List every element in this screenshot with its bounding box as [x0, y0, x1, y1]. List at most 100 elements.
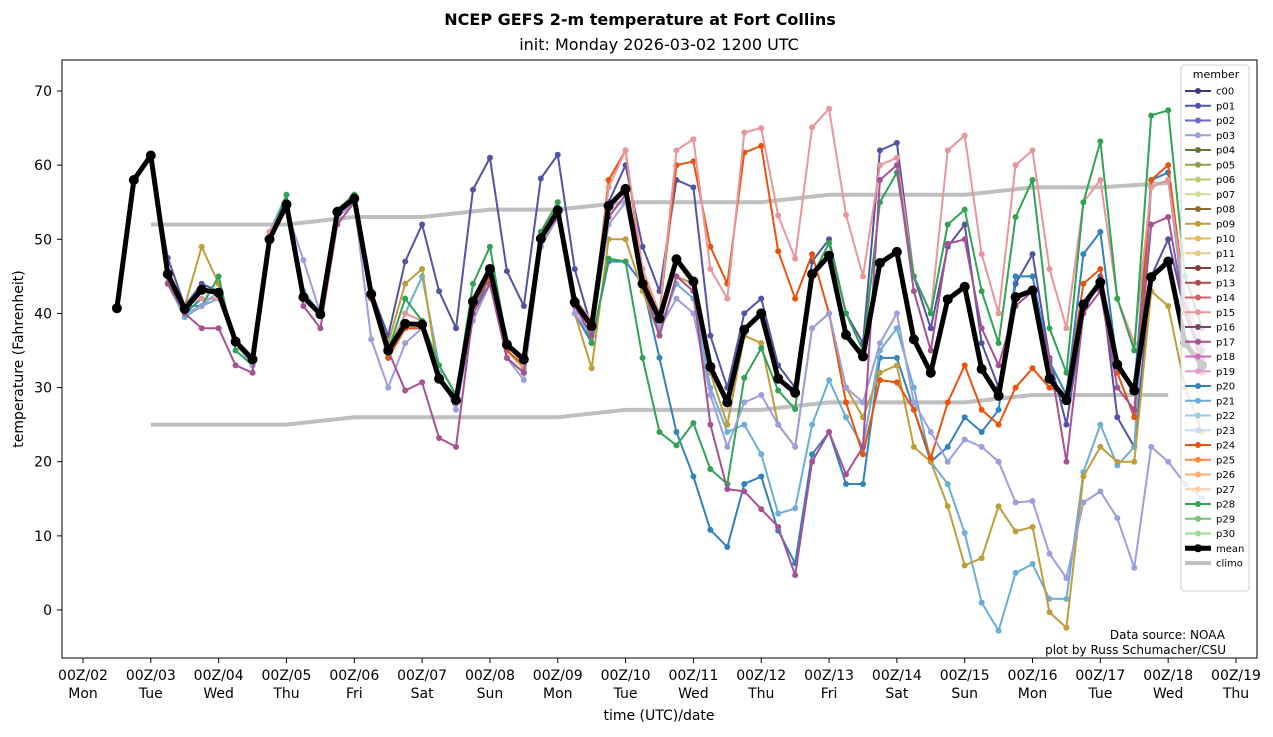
data-point-p01 — [927, 325, 934, 332]
data-point-mean — [925, 367, 936, 378]
data-point-p21 — [995, 627, 1002, 634]
data-point-mean — [128, 174, 139, 185]
legend-swatch-marker — [1195, 515, 1201, 522]
data-point-p21 — [1012, 569, 1019, 576]
data-point-p17 — [741, 488, 748, 495]
data-point-p17 — [453, 443, 460, 450]
series-layer — [111, 105, 1208, 634]
data-point-mean — [688, 276, 699, 287]
data-point-p17 — [300, 303, 307, 310]
legend-swatch-marker — [1195, 294, 1201, 301]
data-point-p03 — [1046, 550, 1053, 557]
legend-label: p08 — [1216, 205, 1235, 216]
data-point-p03 — [385, 384, 392, 391]
legend-swatch-marker — [1195, 530, 1201, 537]
data-point-p09 — [1165, 303, 1172, 310]
legend-swatch-marker — [1195, 132, 1201, 139]
legend-label: p12 — [1216, 264, 1235, 275]
data-point-p03 — [1080, 499, 1087, 506]
data-point-p15 — [1046, 265, 1053, 272]
data-point-p17 — [520, 369, 527, 376]
chart-subtitle: init: Monday 2026-03-02 1200 UTC — [519, 35, 799, 54]
data-point-p15 — [826, 105, 833, 112]
data-point-p20 — [1080, 251, 1087, 258]
data-point-p15 — [724, 295, 731, 302]
x-tick-label-date: 00Z/11 — [668, 668, 718, 684]
data-point-p21 — [826, 377, 833, 384]
data-point-p28 — [283, 191, 290, 198]
x-tick-label-day: Mon — [68, 686, 98, 702]
data-point-p09 — [724, 421, 731, 428]
x-tick-label-day: Sun — [477, 686, 504, 702]
data-point-p17 — [843, 471, 850, 478]
data-point-p01 — [758, 295, 765, 302]
data-point-p03 — [775, 421, 782, 428]
data-point-mean — [1010, 292, 1021, 303]
data-point-p09 — [910, 443, 917, 450]
data-point-p24 — [843, 399, 850, 406]
legend-swatch-marker — [1195, 456, 1201, 463]
data-point-p03 — [876, 340, 883, 347]
data-point-p09 — [758, 340, 765, 347]
data-point-p21 — [944, 480, 951, 487]
legend-item-climo: climo — [1185, 559, 1243, 570]
legend-swatch-marker — [1195, 161, 1201, 168]
data-point-p17 — [503, 354, 510, 361]
data-point-p24 — [944, 399, 951, 406]
data-point-mean — [620, 183, 631, 194]
data-point-p09 — [1080, 473, 1087, 480]
data-point-mean — [891, 246, 902, 257]
data-point-p01 — [876, 147, 883, 154]
legend-item-p05: p05 — [1185, 160, 1235, 171]
data-point-p24 — [1046, 384, 1053, 391]
legend-label: p25 — [1216, 455, 1235, 466]
data-point-p28 — [758, 345, 765, 352]
legend-item-p10: p10 — [1185, 234, 1235, 245]
data-point-p03 — [1114, 515, 1121, 522]
legend-item-p28: p28 — [1185, 500, 1235, 511]
data-point-mean — [179, 303, 190, 314]
data-point-p03 — [1063, 575, 1070, 582]
data-point-p01 — [419, 221, 426, 228]
legend-item-p27: p27 — [1185, 485, 1235, 496]
data-point-mean — [993, 390, 1004, 401]
data-point-mean — [1027, 285, 1038, 296]
legend-label: p29 — [1216, 514, 1235, 525]
data-point-p03 — [198, 303, 205, 310]
legend-swatch-marker — [1195, 102, 1201, 109]
data-point-p17 — [758, 506, 765, 513]
data-point-p28 — [1165, 107, 1172, 114]
data-point-p28 — [622, 258, 629, 265]
data-point-p21 — [1029, 561, 1036, 568]
data-point-p03 — [843, 384, 850, 391]
y-tick-label: 60 — [34, 158, 52, 174]
data-point-p01 — [486, 154, 493, 161]
data-point-mean — [111, 303, 122, 314]
data-point-p15 — [1029, 147, 1036, 154]
data-point-p03 — [1131, 564, 1138, 571]
data-point-p15 — [1063, 325, 1070, 332]
data-point-mean — [349, 193, 360, 204]
data-point-p20 — [1097, 228, 1104, 235]
legend-item-p14: p14 — [1185, 293, 1235, 304]
legend-label: p28 — [1216, 500, 1235, 511]
legend-swatch-marker — [1195, 486, 1201, 493]
data-point-p03 — [707, 391, 714, 398]
x-tick-label-day: Tue — [1087, 686, 1112, 702]
legend-label: p02 — [1216, 116, 1235, 127]
x-tick-label-date: 00Z/15 — [940, 668, 990, 684]
data-point-p09 — [1131, 458, 1138, 465]
legend-swatch-marker — [1195, 338, 1201, 345]
data-point-mean — [790, 387, 801, 398]
data-point-p15 — [673, 147, 680, 154]
data-point-p20 — [978, 429, 985, 436]
data-point-p28 — [215, 273, 222, 280]
climo-high-line — [150, 180, 1169, 227]
legend-swatch-marker — [1195, 353, 1201, 360]
data-point-p15 — [859, 273, 866, 280]
legend-swatch-marker — [1195, 442, 1201, 448]
data-point-p17 — [995, 362, 1002, 369]
data-point-p28 — [554, 199, 561, 206]
legend-item-p06: p06 — [1185, 175, 1235, 186]
legend-item-p01: p01 — [1185, 101, 1235, 112]
